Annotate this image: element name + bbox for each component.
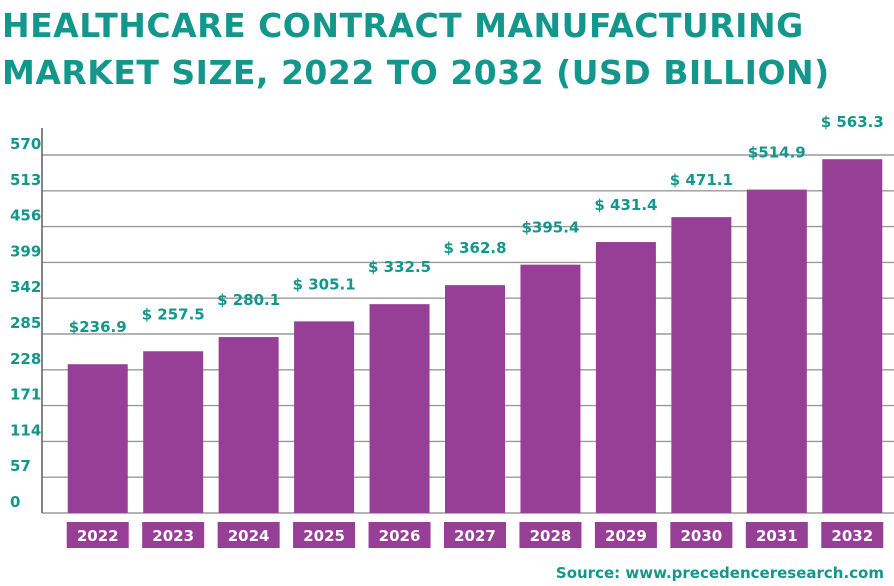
y-tick-label: 171 [10,386,41,404]
chart-title-line-1: HEALTHCARE CONTRACT MANUFACTURING [2,6,804,45]
category-label-box [821,522,884,548]
bar-value-label: $ 431.4 [594,196,657,214]
y-tick-label: 342 [10,278,41,296]
y-tick-label: 570 [10,135,41,153]
bar-value-label: $ 332.5 [368,258,431,276]
category-label-box [293,522,356,548]
category-label: 2025 [303,527,345,545]
y-tick-label: 114 [10,421,41,439]
category-label-box [519,522,582,548]
category-label: 2022 [77,527,119,545]
bar [595,242,656,513]
bar [218,337,279,513]
y-tick-label: 57 [10,457,31,475]
y-tick-label: 399 [10,242,41,260]
category-label-box [66,522,129,548]
bar-value-label: $ 305.1 [293,275,356,293]
y-tick-label: 285 [10,314,41,332]
category-label: 2028 [530,527,572,545]
category-label: 2030 [680,527,722,545]
y-tick-label: 513 [10,171,41,189]
category-label-box [368,522,431,548]
category-label: 2031 [756,527,798,545]
bar [294,321,355,513]
category-label-box [444,522,506,548]
category-label-box [594,522,657,548]
bar [369,304,430,513]
bar [822,159,883,513]
bar [67,364,128,513]
source-note: Source: www.precedenceresearch.com [555,564,884,582]
bar-value-label: $ 362.8 [443,239,506,257]
chart-title-line-2: MARKET SIZE, 2022 TO 2032 (USD BILLION) [2,53,830,92]
bar [143,351,204,513]
category-label: 2029 [605,527,647,545]
category-label: 2026 [379,527,421,545]
y-tick-label: 0 [10,493,20,511]
y-tick-label: 456 [10,207,41,225]
category-label: 2027 [454,527,496,545]
bar-value-label: $514.9 [748,144,806,162]
chart-title: HEALTHCARE CONTRACT MANUFACTURING MARKET… [2,2,892,96]
bar-value-label: $ 280.1 [217,291,280,309]
bar [746,189,807,513]
y-tick-label: 228 [10,350,41,368]
bar-value-label: $ 257.5 [142,305,205,323]
category-label: 2032 [831,527,873,545]
category-label-box [745,522,808,548]
bar-value-label: $395.4 [522,219,580,237]
category-label-box [142,522,205,548]
bar [671,217,732,513]
bar-value-label: $236.9 [69,318,127,336]
category-label-box [217,522,280,548]
category-label: 2024 [228,527,270,545]
category-label: 2023 [152,527,194,545]
bar-value-label: $ 471.1 [670,171,733,189]
bar-value-label: $ 563.3 [821,113,884,131]
bar [445,285,505,513]
category-label-box [670,522,733,548]
bar [520,264,581,513]
